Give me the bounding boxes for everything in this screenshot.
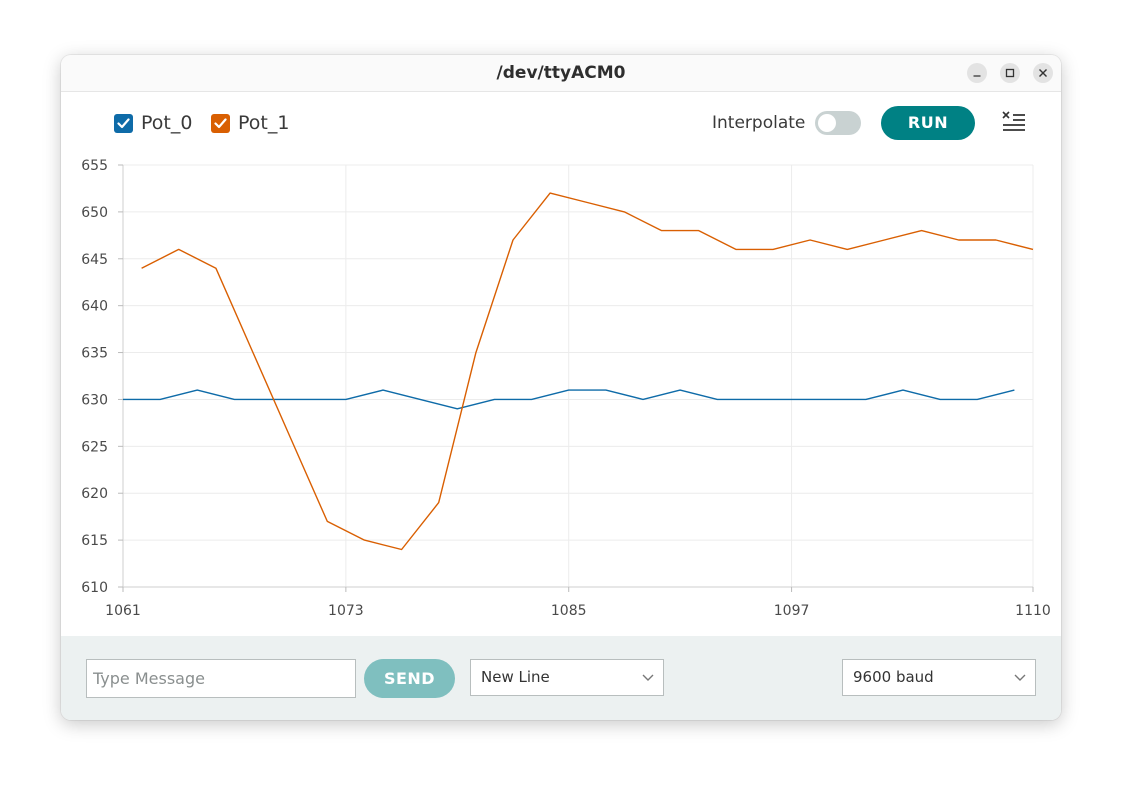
x-tick-label: 1061 bbox=[105, 603, 141, 619]
x-axis-ticks: 1061 1073 1085 1097 1110 bbox=[105, 587, 1051, 619]
checkmark-icon bbox=[214, 117, 227, 128]
checkmark-icon bbox=[117, 117, 130, 128]
series-line-pot-0 bbox=[123, 389, 1015, 410]
run-button[interactable]: RUN bbox=[881, 106, 975, 140]
y-tick-label: 655 bbox=[81, 158, 108, 174]
serial-plotter-window: /dev/ttyACM0 Pot_0 bbox=[61, 55, 1061, 720]
y-tick-label: 645 bbox=[81, 252, 108, 268]
chevron-down-icon bbox=[642, 674, 654, 681]
clear-plot-button[interactable] bbox=[1001, 110, 1029, 136]
plotter-toolbar: Pot_0 Pot_1 Interpolate RUN bbox=[61, 92, 1061, 152]
series-line-pot-1 bbox=[141, 192, 1034, 551]
minimize-icon bbox=[973, 75, 981, 77]
maximize-icon bbox=[1005, 68, 1015, 78]
y-tick-label: 610 bbox=[81, 580, 108, 596]
minimize-button[interactable] bbox=[967, 63, 987, 83]
baud-rate-value: 9600 baud bbox=[853, 668, 934, 686]
y-tick-label: 625 bbox=[81, 439, 108, 455]
line-ending-select[interactable]: New Line bbox=[470, 659, 664, 696]
chevron-down-icon bbox=[1014, 674, 1026, 681]
toggle-knob bbox=[818, 114, 836, 132]
y-tick-label: 630 bbox=[81, 392, 108, 408]
window-title: /dev/ttyACM0 bbox=[496, 63, 626, 83]
y-tick-label: 620 bbox=[81, 486, 108, 502]
y-tick-label: 650 bbox=[81, 205, 108, 221]
baud-rate-select[interactable]: 9600 baud bbox=[842, 659, 1036, 696]
series-lines bbox=[123, 192, 1034, 551]
interpolate-toggle[interactable] bbox=[815, 111, 861, 135]
maximize-button[interactable] bbox=[1000, 63, 1020, 83]
y-tick-label: 635 bbox=[81, 346, 108, 362]
pot1-label: Pot_1 bbox=[238, 112, 290, 134]
y-tick-label: 640 bbox=[81, 299, 108, 315]
pot0-label: Pot_0 bbox=[141, 112, 193, 134]
pot0-checkbox[interactable] bbox=[114, 113, 133, 133]
y-axis-ticks: 610 615 620 625 630 635 640 645 650 655 bbox=[81, 158, 123, 596]
send-button[interactable]: SEND bbox=[364, 659, 455, 698]
close-icon bbox=[1039, 69, 1047, 77]
x-tick-label: 1110 bbox=[1015, 603, 1051, 619]
interpolate-label: Interpolate bbox=[712, 113, 806, 133]
legend-item-pot0[interactable]: Pot_0 bbox=[114, 112, 192, 134]
x-tick-label: 1097 bbox=[774, 603, 810, 619]
legend-item-pot1[interactable]: Pot_1 bbox=[211, 112, 289, 134]
close-button[interactable] bbox=[1033, 63, 1053, 83]
x-tick-label: 1085 bbox=[551, 603, 587, 619]
line-ending-value: New Line bbox=[481, 668, 550, 686]
y-tick-label: 615 bbox=[81, 533, 108, 549]
title-bar[interactable]: /dev/ttyACM0 bbox=[61, 55, 1061, 92]
pot1-checkbox[interactable] bbox=[211, 113, 230, 133]
chart-axes bbox=[122, 165, 1033, 588]
message-bar: SEND New Line 9600 baud bbox=[61, 636, 1061, 720]
chart-grid bbox=[122, 164, 1034, 588]
clear-list-icon bbox=[1002, 111, 1025, 131]
message-input[interactable] bbox=[86, 659, 356, 698]
x-tick-label: 1073 bbox=[328, 603, 364, 619]
